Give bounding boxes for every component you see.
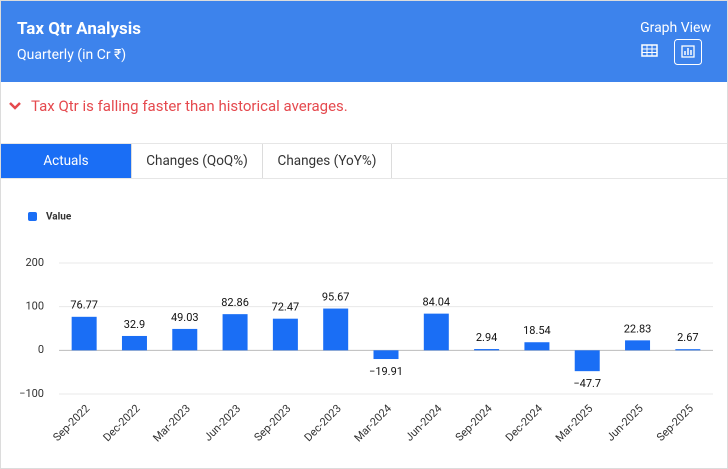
bar: [625, 340, 651, 351]
x-tick-label: Mar-2025: [553, 402, 595, 444]
value-label: 18.54: [523, 324, 551, 337]
value-label: 2.67: [677, 331, 698, 344]
bar: [71, 316, 97, 351]
bar: [524, 342, 550, 351]
bar: [272, 318, 298, 351]
y-tick-label: 0: [38, 343, 44, 356]
value-label: 32.9: [124, 318, 145, 331]
value-label: 49.03: [171, 311, 199, 324]
x-tick-label: Sep-2022: [50, 402, 92, 444]
value-label: 95.67: [322, 290, 350, 303]
tab[interactable]: Actuals: [1, 144, 132, 178]
value-label: 84.04: [422, 296, 450, 309]
x-tick-label: Jun-2023: [202, 402, 244, 444]
x-tick-label: Sep-2025: [654, 402, 696, 444]
x-tick-label: Sep-2023: [252, 402, 294, 444]
value-label: −47.7: [573, 377, 601, 390]
bar: [675, 349, 701, 351]
value-label: −19.91: [369, 365, 403, 378]
x-tick-label: Jun-2025: [604, 402, 646, 444]
value-label: 22.83: [624, 322, 652, 335]
y-tick-label: 200: [25, 256, 44, 269]
view-label: Graph View: [640, 20, 711, 36]
value-label: 2.94: [476, 331, 497, 344]
bar: [323, 308, 349, 351]
legend-label: Value: [46, 212, 72, 223]
legend-swatch: [28, 212, 37, 221]
x-tick-label: Mar-2024: [352, 402, 394, 444]
tab[interactable]: Changes (YoY%): [263, 144, 392, 178]
value-label: 72.47: [272, 301, 300, 314]
y-tick-label: −100: [19, 387, 44, 400]
tabs: Actuals Changes (QoQ%) Changes (YoY%): [1, 143, 727, 179]
bar: [222, 314, 248, 351]
x-tick-label: Sep-2024: [453, 402, 495, 444]
chart-icon[interactable]: [674, 39, 702, 65]
x-tick-label: Dec-2024: [503, 402, 545, 444]
bar: [373, 350, 399, 360]
bar: [474, 349, 500, 351]
title: Tax Qtr Analysis: [17, 19, 141, 39]
x-tick-label: Dec-2023: [302, 402, 344, 444]
bar: [423, 313, 449, 351]
chevron-icon: [9, 102, 21, 110]
bar: [121, 335, 147, 351]
chart: Value −100 0 100 200 Sep-2022 76.77 Dec-2022 32.…: [19, 212, 713, 444]
bar: [574, 350, 600, 372]
value-label: 76.77: [70, 299, 98, 312]
y-tick-label: 100: [25, 300, 44, 313]
x-tick-label: Jun-2024: [403, 402, 445, 444]
alert: Tax Qtr is falling faster than historica…: [9, 97, 348, 115]
header: Tax Qtr Analysis Quarterly (in Cr ₹) Gra…: [1, 1, 727, 82]
bar: [172, 328, 198, 351]
subtitle: Quarterly (in Cr ₹): [17, 47, 127, 63]
x-tick-label: Dec-2022: [101, 402, 143, 444]
value-label: 82.86: [221, 296, 249, 309]
table-icon[interactable]: [641, 43, 659, 59]
x-tick-label: Mar-2023: [150, 402, 192, 444]
alert-text: Tax Qtr is falling faster than historica…: [31, 97, 348, 115]
tab[interactable]: Changes (QoQ%): [132, 144, 263, 178]
